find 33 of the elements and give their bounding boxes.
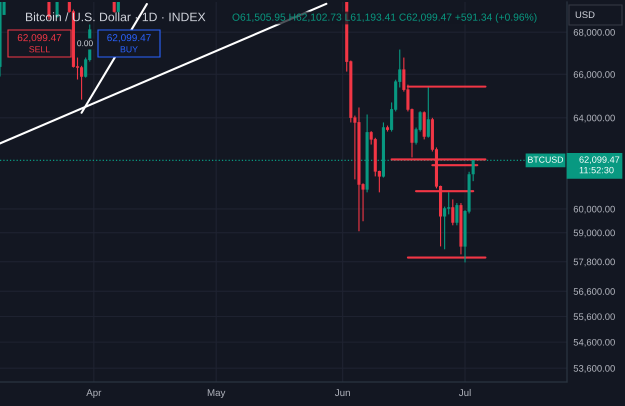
candlestick xyxy=(443,206,446,250)
annotation: 62,099.47 xyxy=(18,34,62,42)
annotation: BUY xyxy=(120,46,138,52)
y-tick-label: 66,000.00 xyxy=(574,71,615,79)
text: O61,505.95 H62,102.73 L61,193.41 C62,099.47 +591.34 (+0.96%) xyxy=(232,13,537,23)
annotation: BTCUSD xyxy=(528,156,564,163)
y-tick-label: 55,600.00 xyxy=(574,313,615,322)
candlestick xyxy=(451,198,454,226)
candlestick xyxy=(447,192,450,215)
candlestick xyxy=(426,86,430,138)
x-tick-label: Jun xyxy=(334,389,350,396)
candlestick xyxy=(116,2,120,14)
y-tick-label: 64,000.00 xyxy=(574,114,615,122)
text: 11:52:30 xyxy=(580,166,614,174)
y-tick-label: 60,000.00 xyxy=(574,206,615,214)
y-tick-label: 54,600.00 xyxy=(574,338,615,347)
y-tick-label: 57,800.00 xyxy=(574,258,615,266)
y-tick-label: 59,000.00 xyxy=(574,230,615,238)
candlestick xyxy=(112,2,116,14)
y-tick-label: 53,600.00 xyxy=(574,365,615,373)
annotation: SELL xyxy=(29,46,50,52)
y-tick-label: 56,600.00 xyxy=(574,288,615,296)
x-tick-label: May xyxy=(208,389,226,398)
candlestick xyxy=(455,202,458,226)
x-tick-label: Apr xyxy=(86,389,102,398)
ref-line-label: 62,099.47 xyxy=(579,156,620,164)
candlestick xyxy=(80,65,84,100)
annotation: 0.00 xyxy=(77,40,93,46)
annotation: 62,099.47 xyxy=(107,34,151,42)
text: USD xyxy=(576,11,594,18)
x-tick-label: Jul xyxy=(458,388,471,396)
candlestick xyxy=(422,110,426,140)
y-tick-label: 68,000.00 xyxy=(574,29,615,37)
